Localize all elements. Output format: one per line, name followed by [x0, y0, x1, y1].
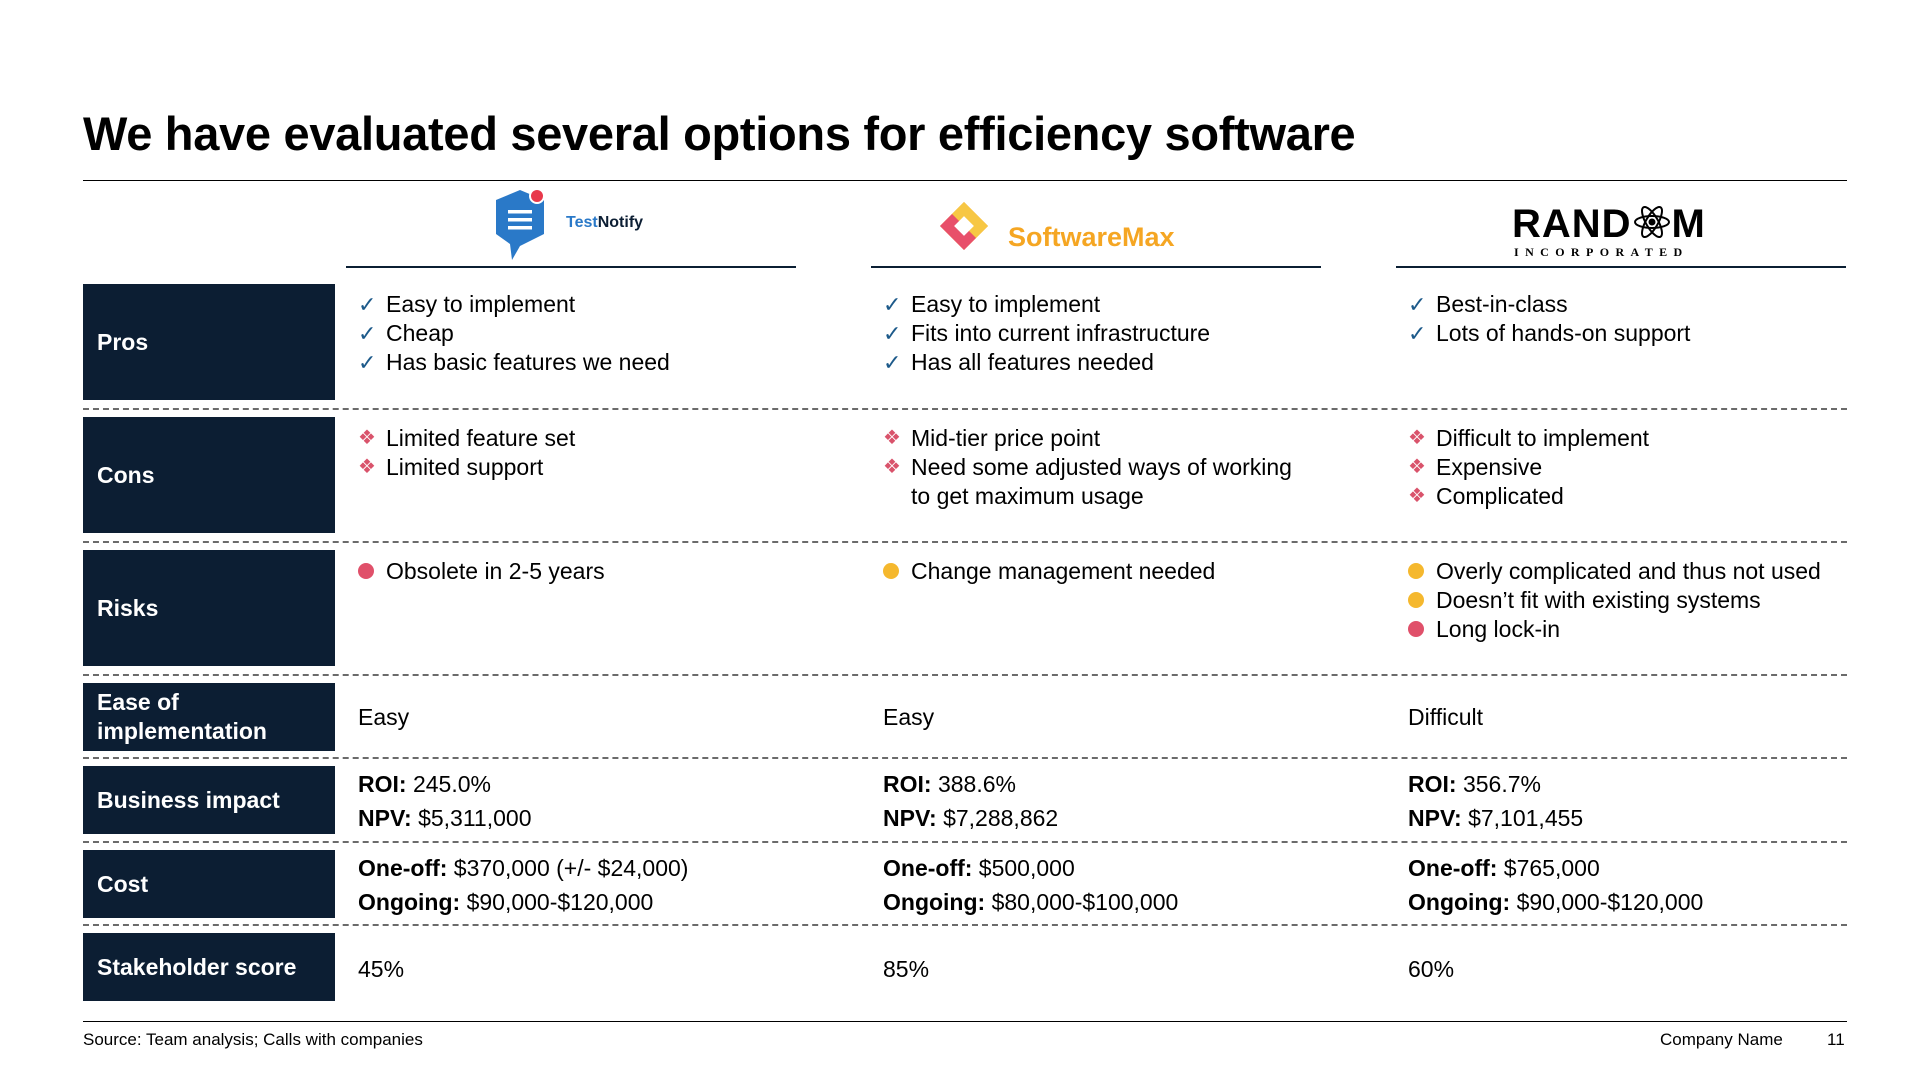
row-divider — [83, 757, 1847, 759]
atom-icon — [1632, 204, 1672, 239]
col1-impact: ROI: 245.0% NPV: $5,311,000 — [358, 771, 532, 831]
check-icon: ✓ — [358, 321, 377, 346]
risk-red-dot-icon — [1408, 621, 1424, 637]
check-icon: ✓ — [358, 292, 377, 317]
diamond-logo-icon — [940, 202, 988, 250]
diamond-bullet-icon: ❖ — [883, 456, 901, 478]
diamond-bullet-icon: ❖ — [1408, 485, 1426, 507]
col2-cons: ❖ Mid-tier price point ❖ Need some adjuste… — [883, 424, 1292, 511]
page-number: 11 — [1827, 1030, 1845, 1049]
col1-cons: ❖ Limited feature set ❖ Limited support — [358, 424, 575, 482]
list-item: ❖ Difficult to implement — [1408, 425, 1650, 451]
testnotify-name-b: Notify — [597, 214, 644, 231]
list-item: ❖ Limited feature set — [358, 425, 576, 451]
row-label-pros: Pros — [83, 284, 335, 400]
risk-yellow-dot-icon — [1408, 592, 1424, 608]
list-item: ❖ Limited support — [358, 454, 544, 480]
check-icon: ✓ — [1408, 321, 1427, 346]
diamond-bullet-icon: ❖ — [1408, 456, 1426, 478]
random-name: RAND — [1512, 202, 1632, 246]
check-icon: ✓ — [1408, 292, 1427, 317]
testnotify-logo: TestNotify — [490, 188, 690, 264]
col1-pros: ✓ Easy to implement ✓ Cheap ✓ Has basic fea… — [358, 290, 670, 377]
col1-score: 45% — [358, 956, 405, 982]
softwaremax-name: SoftwareMax — [1008, 222, 1175, 252]
list-item: to get maximum usage — [911, 483, 1144, 509]
row-label-ease: Ease of implementation — [83, 683, 335, 751]
list-item: Change management needed — [883, 557, 1215, 586]
diamond-bullet-icon: ❖ — [883, 427, 901, 449]
random-name-end: M — [1671, 202, 1706, 246]
list-item: ✓ Lots of hands-on support — [1408, 320, 1691, 346]
diamond-bullet-icon: ❖ — [358, 456, 376, 478]
list-item: Overly complicated and thus not used — [1408, 557, 1821, 586]
risk-yellow-dot-icon — [1408, 563, 1424, 579]
list-item: ❖ Mid-tier price point — [883, 425, 1101, 451]
row-divider — [83, 924, 1847, 926]
list-item: ✓ Easy to implement — [358, 291, 576, 317]
list-item: ❖ Expensive — [1408, 454, 1543, 480]
col2-score: 85% — [883, 956, 930, 982]
col3-pros: ✓ Best-in-class ✓ Lots of hands-on support — [1408, 290, 1690, 348]
col1-ease: Easy — [358, 704, 410, 730]
logo-underline-1 — [346, 266, 796, 268]
row-divider — [83, 408, 1847, 410]
check-icon: ✓ — [358, 350, 377, 375]
logo-underline-3 — [1396, 266, 1846, 268]
logo-underline-2 — [871, 266, 1321, 268]
col1-risks: Obsolete in 2-5 years — [358, 557, 605, 586]
col3-ease: Difficult — [1408, 704, 1483, 730]
list-item: ✓ Has all features needed — [883, 349, 1154, 375]
ease-label-line-1: Ease of — [97, 689, 179, 715]
chat-bubble-icon — [496, 188, 545, 260]
col3-cons: ❖ Difficult to implement ❖ Expensive ❖ Comp… — [1408, 424, 1649, 511]
list-item: Obsolete in 2-5 years — [358, 557, 605, 586]
col3-score: 60% — [1408, 956, 1455, 982]
row-label-cost: Cost — [83, 850, 335, 918]
col3-cost: One-off: $765,000 Ongoing: $90,000-$120,… — [1408, 855, 1704, 915]
col3-risks: Overly complicated and thus not used Doe… — [1408, 557, 1821, 644]
company-name: Company Name — [1660, 1030, 1783, 1049]
testnotify-name-a: Test — [566, 214, 598, 231]
row-label-impact: Business impact — [83, 766, 335, 834]
check-icon: ✓ — [883, 321, 902, 346]
row-label-cons: Cons — [83, 417, 335, 533]
col2-risks: Change management needed — [883, 557, 1215, 586]
risk-yellow-dot-icon — [883, 563, 899, 579]
risk-red-dot-icon — [358, 563, 374, 579]
check-icon: ✓ — [883, 350, 902, 375]
row-label-stakeholder: Stakeholder score — [83, 933, 335, 1001]
row-label-risks: Risks — [83, 550, 335, 666]
list-item: ✓ Cheap — [358, 320, 454, 346]
random-sub: INCORPORATED — [1514, 245, 1689, 259]
ease-label-line-2: implementation — [97, 718, 267, 744]
softwaremax-logo: SoftwareMax — [934, 188, 1204, 264]
col3-impact: ROI: 356.7% NPV: $7,101,455 — [1408, 771, 1584, 831]
page-title: We have evaluated several options for ef… — [83, 107, 1356, 160]
row-divider — [83, 841, 1847, 843]
col1-cost: One-off: $370,000 (+/- $24,000) Ongoing:… — [358, 855, 689, 915]
diamond-bullet-icon: ❖ — [1408, 427, 1426, 449]
diamond-bullet-icon: ❖ — [358, 427, 376, 449]
row-divider — [83, 674, 1847, 676]
list-item: ❖ Need some adjusted ways of working — [883, 454, 1292, 480]
list-item: Long lock-in — [1408, 615, 1821, 644]
footer-divider — [83, 1021, 1847, 1022]
col2-cost: One-off: $500,000 Ongoing: $80,000-$100,… — [883, 855, 1179, 915]
col2-pros: ✓ Easy to implement ✓ Fits into current in… — [883, 290, 1210, 377]
list-item: ✓ Easy to implement — [883, 291, 1101, 317]
row-divider — [83, 541, 1847, 543]
col2-impact: ROI: 388.6% NPV: $7,288,862 — [883, 771, 1059, 831]
list-item: ❖ Complicated — [1408, 483, 1564, 509]
title-divider — [83, 180, 1847, 181]
list-item: ✓ Has basic features we need — [358, 349, 670, 375]
random-logo: RAND M INCORPORATED — [1512, 188, 1732, 264]
check-icon: ✓ — [883, 292, 902, 317]
list-item: ✓ Fits into current infrastructure — [883, 320, 1211, 346]
list-item: ✓ Best-in-class — [1408, 291, 1568, 317]
source-note: Source: Team analysis; Calls with compan… — [83, 1030, 423, 1049]
col2-ease: Easy — [883, 704, 935, 730]
list-item: Doesn’t fit with existing systems — [1408, 586, 1821, 615]
